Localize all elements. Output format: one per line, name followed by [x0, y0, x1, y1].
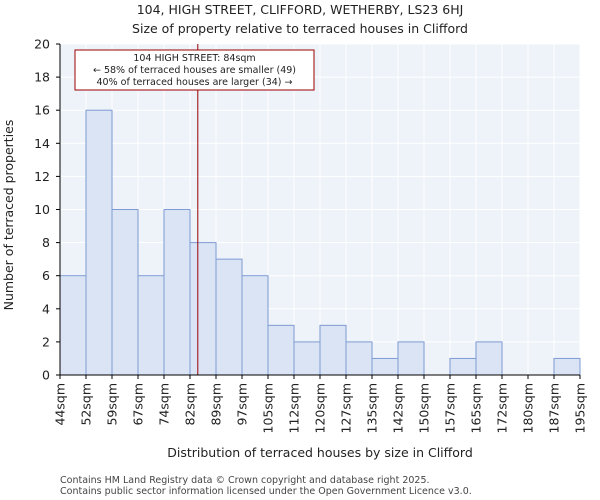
x-tick-label-1: 52sqm	[79, 383, 94, 426]
bar-7	[241, 275, 269, 376]
x-tick-label-3: 67sqm	[131, 383, 146, 426]
x-tick-label-6: 89sqm	[209, 383, 224, 426]
x-tick-label-20: 195sqm	[573, 383, 588, 433]
x-tick-label-16: 165sqm	[469, 383, 484, 433]
x-tick-label-17: 172sqm	[495, 383, 510, 433]
bar-19	[553, 357, 581, 376]
bars	[59, 109, 581, 376]
y-tick-label-2: 4	[42, 301, 50, 316]
bar-4	[163, 209, 191, 376]
bar-8	[267, 324, 295, 376]
annotation-line-3: 40% of terraced houses are larger (34) →	[97, 77, 293, 88]
bar-16	[475, 341, 503, 376]
y-tick-label-3: 6	[42, 268, 50, 283]
x-tick-label-8: 105sqm	[261, 383, 276, 433]
x-axis-label: Distribution of terraced houses by size …	[167, 445, 473, 460]
annotation-line-1: 104 HIGH STREET: 84sqm	[133, 53, 255, 64]
x-tick-label-11: 127sqm	[339, 383, 354, 433]
bar-5	[189, 242, 217, 376]
bar-12	[371, 357, 399, 376]
x-tick-label-10: 120sqm	[313, 383, 328, 433]
y-tick-label-9: 18	[34, 70, 50, 85]
bar-0	[59, 275, 87, 376]
bar-9	[293, 341, 321, 376]
x-tick-label-12: 135sqm	[365, 383, 380, 433]
bar-11	[345, 341, 373, 376]
y-tick-label-7: 14	[34, 136, 50, 151]
chart-title: 104, HIGH STREET, CLIFFORD, WETHERBY, LS…	[137, 2, 464, 17]
annotation-box	[74, 49, 315, 91]
y-axis-label: Number of terraced properties	[1, 120, 16, 311]
x-tick-label-14: 150sqm	[417, 383, 432, 433]
x-tick-label-5: 82sqm	[183, 383, 198, 426]
x-tick-label-9: 112sqm	[287, 383, 302, 433]
bar-2	[111, 209, 139, 376]
x-tick-label-15: 157sqm	[443, 383, 458, 433]
bar-1	[85, 109, 113, 376]
x-tick-label-2: 59sqm	[105, 383, 120, 426]
y-ticks: 0 2 4 6 8 10 12 14 16 18 20	[34, 37, 60, 383]
x-tick-label-0: 44sqm	[53, 383, 68, 426]
y-tick-label-0: 0	[42, 368, 50, 383]
bar-6	[215, 258, 243, 376]
x-tick-label-7: 97sqm	[235, 383, 250, 426]
x-ticks: 44sqm 52sqm 59sqm 67sqm 74sqm 82sqm 89sqm 97sqm…	[53, 375, 588, 433]
x-tick-label-19: 187sqm	[547, 383, 562, 433]
y-tick-label-5: 10	[34, 202, 50, 217]
x-tick-label-4: 74sqm	[157, 383, 172, 426]
chart-subtitle: Size of property relative to terraced ho…	[132, 21, 468, 36]
bar-10	[319, 324, 347, 376]
bar-15	[449, 357, 477, 376]
y-tick-label-6: 12	[34, 169, 50, 184]
y-tick-label-10: 20	[34, 37, 50, 52]
y-tick-label-4: 8	[42, 235, 50, 250]
annotation-line-2: ← 58% of terraced houses are smaller (49…	[93, 65, 296, 76]
x-tick-label-18: 180sqm	[521, 383, 536, 433]
bar-3	[137, 275, 165, 376]
footer-line-2: Contains public sector information licen…	[60, 486, 472, 497]
bar-13	[397, 341, 425, 376]
y-tick-label-8: 16	[34, 103, 50, 118]
x-tick-label-13: 142sqm	[391, 383, 406, 433]
footer-line-1: Contains HM Land Registry data © Crown c…	[60, 475, 430, 486]
y-tick-label-1: 2	[42, 334, 50, 349]
annotation: 104 HIGH STREET: 84sqm ← 58% of terraced…	[74, 49, 315, 91]
